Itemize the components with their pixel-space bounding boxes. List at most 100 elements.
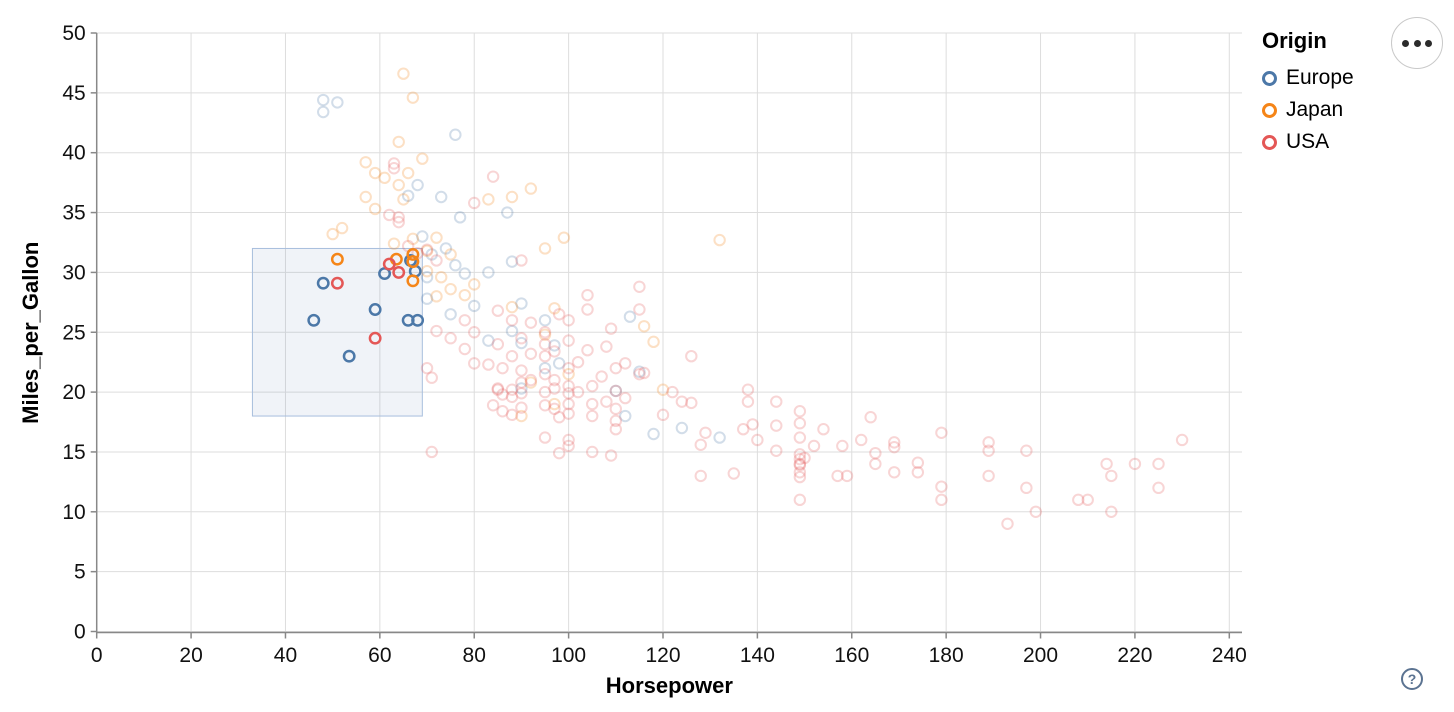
point-japan xyxy=(524,182,538,195)
point-japan xyxy=(397,193,410,206)
point-usa xyxy=(581,288,594,302)
point-usa xyxy=(793,405,807,418)
point-usa xyxy=(482,358,495,371)
point-europe xyxy=(505,255,519,268)
point-usa xyxy=(496,405,509,418)
legend-label: Japan xyxy=(1286,98,1344,121)
point-japan xyxy=(335,221,349,235)
point-usa xyxy=(392,211,405,224)
x-axis-title: Horsepower xyxy=(606,673,734,698)
point-usa xyxy=(911,466,925,479)
point-usa xyxy=(548,382,561,395)
point-europe xyxy=(505,324,519,338)
point-japan xyxy=(406,91,420,104)
point-usa xyxy=(633,367,646,381)
point-japan xyxy=(392,135,405,149)
point-usa xyxy=(864,411,877,424)
point-usa xyxy=(581,344,594,357)
point-japan xyxy=(562,367,575,381)
point-usa xyxy=(609,414,623,428)
point-usa xyxy=(1001,517,1014,530)
x-tick-label: 100 xyxy=(551,644,586,667)
point-usa xyxy=(524,347,538,360)
point-europe xyxy=(416,230,429,243)
point-usa xyxy=(552,308,566,321)
legend-entry-japan: Japan xyxy=(1262,94,1354,126)
point-europe xyxy=(675,421,689,435)
point-japan-selected xyxy=(406,247,420,261)
point-europe-selected xyxy=(368,303,382,316)
point-europe xyxy=(434,190,448,204)
ellipsis-icon xyxy=(1413,39,1421,47)
point-japan xyxy=(444,248,457,261)
point-usa xyxy=(515,387,528,400)
point-usa xyxy=(505,408,519,422)
point-usa xyxy=(496,361,509,375)
point-japan xyxy=(368,202,382,216)
point-usa xyxy=(637,366,651,380)
point-japan xyxy=(416,152,429,165)
y-tick-label: 25 xyxy=(62,321,85,344)
point-usa xyxy=(911,456,925,469)
point-usa xyxy=(1020,444,1033,457)
point-usa xyxy=(869,457,882,471)
point-usa xyxy=(694,438,707,451)
point-usa xyxy=(425,371,438,384)
point-japan xyxy=(368,166,382,180)
point-usa xyxy=(586,409,599,423)
x-tick-label: 180 xyxy=(929,644,964,667)
help-icon[interactable]: ? xyxy=(1401,668,1423,690)
point-usa xyxy=(888,440,901,454)
point-usa xyxy=(458,342,471,356)
point-usa xyxy=(392,215,405,229)
point-usa xyxy=(600,340,613,353)
point-japan xyxy=(647,335,660,349)
point-usa xyxy=(468,196,481,210)
point-usa xyxy=(430,254,443,267)
point-usa xyxy=(619,391,632,405)
point-japan xyxy=(505,300,519,314)
point-japan xyxy=(401,166,415,180)
point-usa xyxy=(458,314,471,327)
point-usa xyxy=(548,402,561,416)
point-europe-selected xyxy=(316,276,330,290)
point-usa xyxy=(515,401,528,414)
point-usa xyxy=(666,385,679,399)
point-japan xyxy=(378,171,391,185)
point-usa xyxy=(1072,493,1085,507)
point-usa xyxy=(468,357,481,370)
point-usa xyxy=(685,349,698,363)
point-europe xyxy=(515,297,528,310)
point-japan xyxy=(538,328,552,341)
point-usa xyxy=(586,445,599,459)
point-japan xyxy=(420,265,434,278)
legend-circle-icon xyxy=(1262,134,1277,150)
point-usa xyxy=(982,436,995,449)
point-usa xyxy=(515,364,528,377)
point-usa xyxy=(387,162,401,175)
point-usa xyxy=(685,396,698,410)
point-usa xyxy=(524,373,538,387)
point-usa xyxy=(468,326,481,339)
menu-ellipsis-button[interactable] xyxy=(1391,17,1443,69)
point-usa xyxy=(793,470,807,484)
data-points-selected xyxy=(307,247,425,363)
point-usa xyxy=(741,383,755,396)
x-tick-label: 200 xyxy=(1023,644,1058,667)
point-europe xyxy=(713,431,726,444)
x-tick-label: 60 xyxy=(368,644,391,667)
point-europe-selected xyxy=(342,349,356,363)
point-usa xyxy=(562,387,575,400)
point-usa xyxy=(486,399,500,412)
point-europe xyxy=(444,308,457,321)
y-tick-label: 10 xyxy=(62,501,85,524)
point-japan xyxy=(359,190,372,204)
point-usa xyxy=(562,397,575,411)
brush-selection[interactable] xyxy=(251,247,423,417)
point-usa xyxy=(383,208,396,222)
y-tick-label: 20 xyxy=(62,381,85,404)
point-japan xyxy=(656,383,670,396)
point-europe xyxy=(425,248,438,261)
point-europe xyxy=(552,357,566,370)
